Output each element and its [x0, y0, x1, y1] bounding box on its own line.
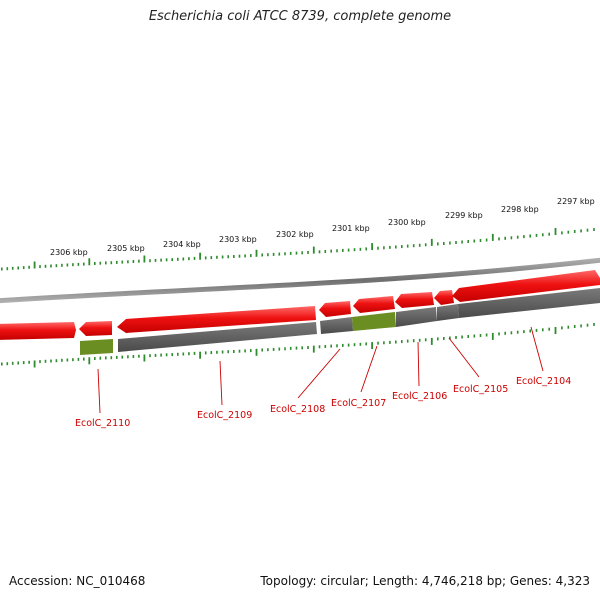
leader-line — [417, 341, 420, 387]
gene-EcolC_2104[interactable] — [458, 288, 600, 318]
leader-line — [530, 326, 544, 372]
gene-labels: EcolC_2110 EcolC_2109 EcolC_2108 EcolC_2… — [75, 376, 571, 429]
forward-strand — [0, 270, 600, 340]
genome-summary-text: Topology: circular; Length: 4,746,218 bp… — [260, 574, 590, 588]
scale-ticks-lower — [0, 323, 595, 368]
gene-EcolC_2108[interactable] — [320, 317, 353, 334]
gene-EcolC_2105[interactable] — [437, 304, 459, 321]
scale-label: 2302 kbp — [276, 230, 314, 239]
forward-gene[interactable] — [452, 270, 600, 302]
gene-EcolC_2106[interactable] — [396, 307, 437, 327]
gene-label-EcolC_2106[interactable]: EcolC_2106 — [392, 391, 447, 402]
scale-ticks-upper — [0, 228, 595, 271]
page-title: Escherichia coli ATCC 8739, complete gen… — [148, 9, 452, 24]
scale-label: 2300 kbp — [388, 218, 426, 227]
gene-label-EcolC_2108[interactable]: EcolC_2108 — [270, 404, 325, 415]
scale-label: 2298 kbp — [501, 205, 539, 214]
leader-line — [297, 348, 341, 399]
forward-gene[interactable] — [117, 306, 316, 333]
leader-line — [360, 345, 378, 393]
genome-backbone — [0, 257, 600, 304]
gene-label-EcolC_2110[interactable]: EcolC_2110 — [75, 418, 130, 429]
accession-text: Accession: NC_010468 — [9, 574, 146, 588]
scale-labels: 2306 kbp 2305 kbp 2304 kbp 2303 kbp 2302… — [50, 197, 595, 257]
scale-label: 2303 kbp — [219, 235, 257, 244]
scale-label: 2304 kbp — [163, 240, 201, 249]
scale-label: 2301 kbp — [332, 224, 370, 233]
reverse-strand — [80, 288, 600, 355]
gene-EcolC_2109[interactable] — [118, 322, 317, 352]
forward-gene[interactable] — [434, 290, 454, 305]
scale-label: 2299 kbp — [445, 211, 483, 220]
forward-gene[interactable] — [395, 292, 434, 308]
gene-label-EcolC_2109[interactable]: EcolC_2109 — [197, 410, 252, 421]
scale-label: 2297 kbp — [557, 197, 595, 206]
leader-line — [448, 337, 480, 378]
gene-label-EcolC_2107[interactable]: EcolC_2107 — [331, 398, 386, 409]
gene-label-leaders — [97, 326, 544, 414]
gene-EcolC_2107[interactable] — [352, 312, 396, 331]
leader-line — [97, 368, 101, 414]
forward-gene[interactable] — [79, 321, 112, 336]
forward-gene[interactable] — [319, 301, 351, 317]
gene-EcolC_2110[interactable] — [80, 339, 113, 355]
gene-label-EcolC_2105[interactable]: EcolC_2105 — [453, 384, 508, 395]
gene-label-EcolC_2104[interactable]: EcolC_2104 — [516, 376, 571, 387]
leader-line — [219, 360, 223, 406]
forward-gene[interactable] — [353, 296, 395, 313]
forward-gene[interactable] — [0, 322, 76, 340]
scale-label: 2305 kbp — [107, 244, 145, 253]
scale-label: 2306 kbp — [50, 248, 88, 257]
